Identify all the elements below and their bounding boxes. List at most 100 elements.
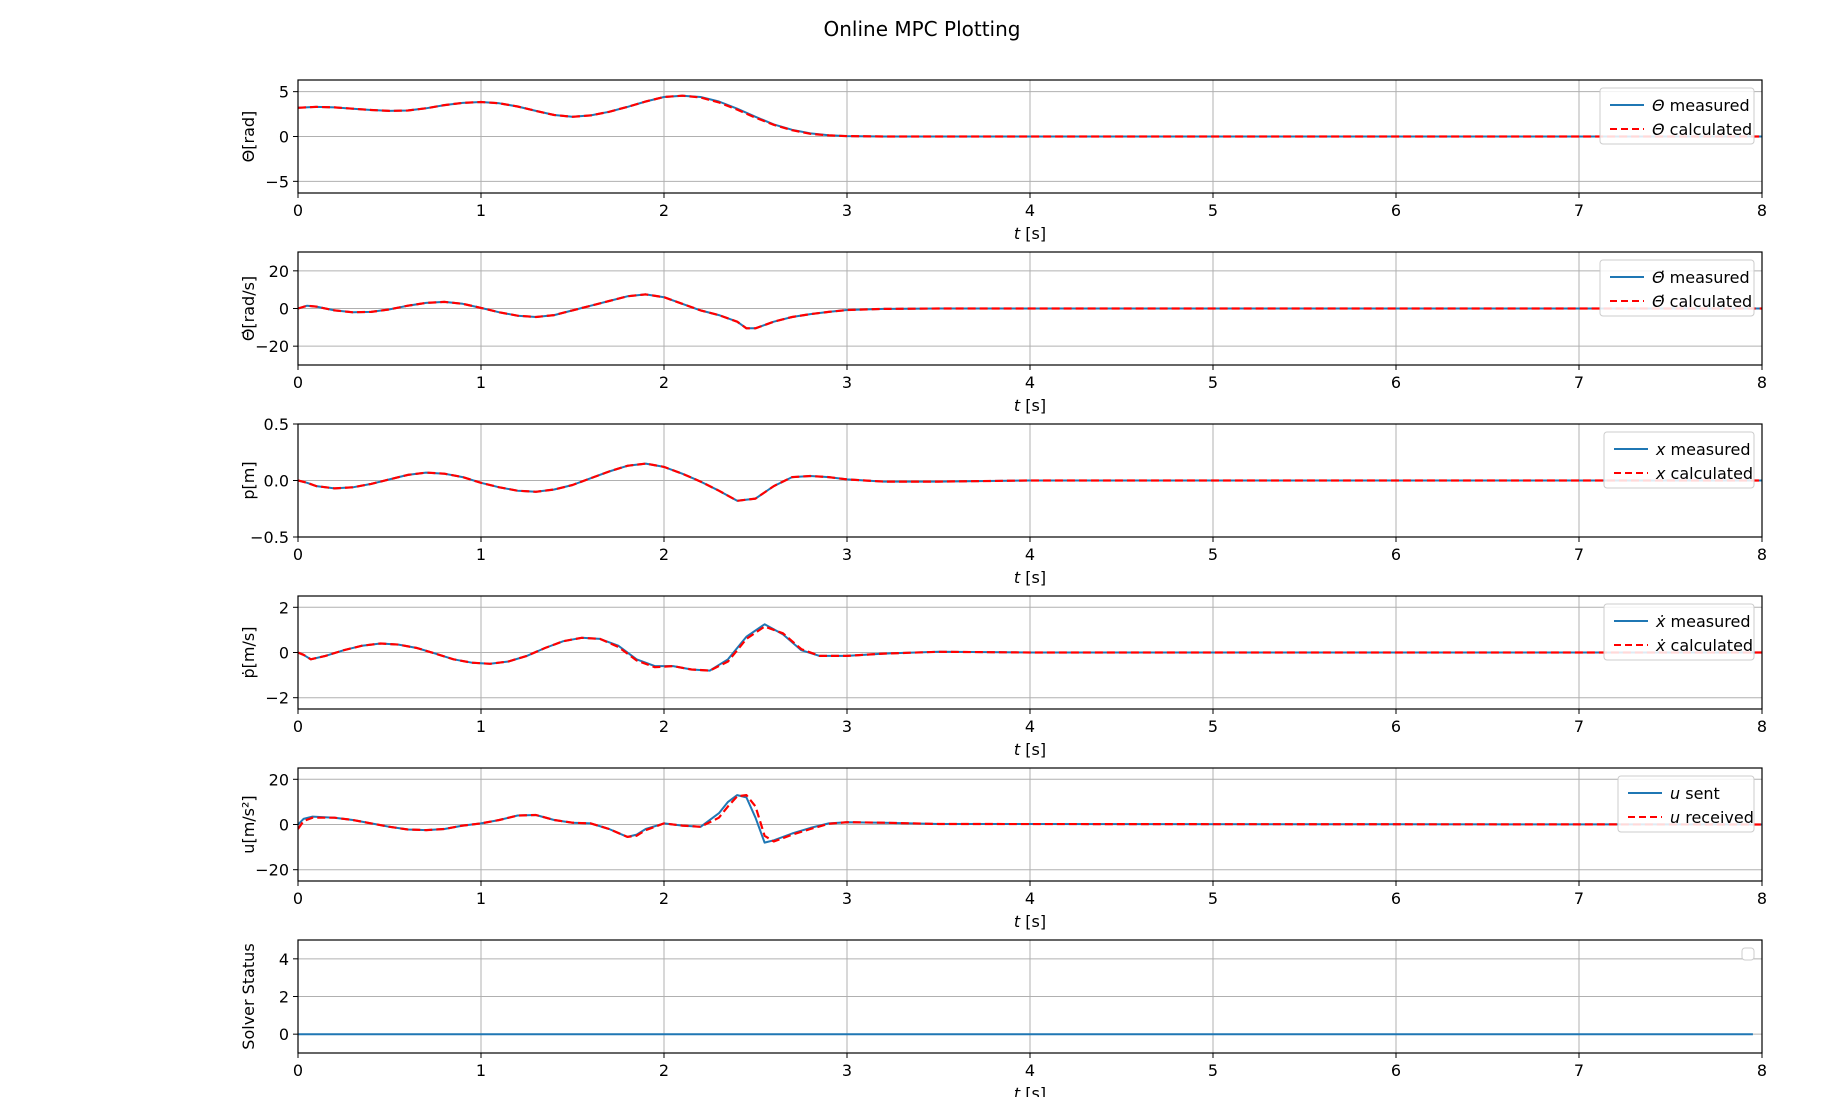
x-tick-label: 2 (659, 373, 669, 392)
x-tick-label: 6 (1391, 201, 1401, 220)
x-tick-label: 4 (1025, 1061, 1035, 1080)
y-axis-label: p[m] (239, 461, 258, 499)
subplot-3: 0 1 2 3 4 5 6 7 8−0.50.00.5t [s]p[m]x measuredx … (239, 415, 1767, 587)
legend-label-1: x measured (1655, 440, 1751, 459)
series-line-2 (298, 625, 1762, 672)
series-line-2 (298, 794, 1762, 843)
legend-label-text: calculated (1665, 292, 1753, 311)
y-tick-label: 0.0 (264, 472, 289, 491)
x-axis-label-var: t (1014, 740, 1021, 759)
x-axis-label: t [s] (1014, 224, 1046, 243)
x-tick-label: 5 (1208, 1061, 1218, 1080)
x-tick-label: 5 (1208, 889, 1218, 908)
legend-label-2: ẋ calculated (1655, 636, 1753, 655)
x-axis-label: t [s] (1014, 1084, 1046, 1097)
x-tick-label: 4 (1025, 201, 1035, 220)
y-tick-label: 0 (279, 128, 289, 147)
y-tick-label: 2 (279, 598, 289, 617)
x-tick-label: 3 (842, 545, 852, 564)
legend-label-text: measured (1665, 440, 1750, 459)
legend-label-1: Θ̇ measured (1652, 268, 1750, 287)
y-tick-label: −2 (265, 689, 289, 708)
legend: Θ measured Θ calculated (1599, 87, 1755, 145)
x-axis-label-unit: [s] (1020, 396, 1046, 415)
x-tick-label: 2 (659, 889, 669, 908)
legend-label-var: Θ̇ (1652, 292, 1665, 311)
x-tick-label: 3 (842, 889, 852, 908)
x-tick-label: 5 (1208, 717, 1218, 736)
legend-label-1: u sent (1670, 784, 1720, 803)
x-axis-label: t [s] (1014, 740, 1046, 759)
y-tick-label: −20 (255, 337, 289, 356)
x-tick-label: 5 (1208, 201, 1218, 220)
x-tick-label: 2 (659, 545, 669, 564)
x-axis-label: t [s] (1014, 912, 1046, 931)
y-axis-label: Θ[rad] (239, 111, 258, 163)
x-tick-label: 3 (842, 717, 852, 736)
legend-label-1: Θ measured (1652, 96, 1750, 115)
x-tick-label: 4 (1025, 889, 1035, 908)
x-axis-label: t [s] (1014, 568, 1046, 587)
y-tick-label: 5 (279, 83, 289, 102)
x-tick-label: 7 (1574, 717, 1584, 736)
x-tick-label: 2 (659, 1061, 669, 1080)
legend-label-var: ẋ (1655, 636, 1666, 655)
y-tick-label: −20 (255, 861, 289, 880)
x-tick-label: 1 (476, 545, 486, 564)
x-tick-label: 0 (293, 201, 303, 220)
legend-label-var: ẋ (1655, 612, 1666, 631)
x-tick-label: 8 (1757, 373, 1767, 392)
legend-label-text: measured (1665, 96, 1750, 115)
legend-label-2: Θ̇ calculated (1652, 292, 1752, 311)
x-tick-label: 1 (476, 889, 486, 908)
x-tick-label: 3 (842, 201, 852, 220)
y-tick-label: 0 (279, 300, 289, 319)
y-tick-label: 2 (279, 988, 289, 1007)
x-axis-label-unit: [s] (1020, 1084, 1046, 1097)
y-axis-label: ṗ[m/s] (239, 627, 258, 679)
legend-label-var: u (1670, 784, 1680, 803)
x-tick-label: 8 (1757, 717, 1767, 736)
x-tick-label: 6 (1391, 717, 1401, 736)
x-axis-label-var: t (1014, 912, 1021, 931)
x-tick-label: 0 (293, 1061, 303, 1080)
legend-label-text: measured (1665, 268, 1750, 287)
x-tick-label: 2 (659, 717, 669, 736)
x-tick-label: 3 (842, 1061, 852, 1080)
x-tick-label: 0 (293, 889, 303, 908)
x-axis-label-var: t (1014, 396, 1021, 415)
x-tick-label: 5 (1208, 545, 1218, 564)
x-tick-label: 4 (1025, 373, 1035, 392)
x-axis-label-unit: [s] (1020, 568, 1046, 587)
legend-label-text: calculated (1665, 464, 1753, 483)
legend-label-1: ẋ measured (1655, 612, 1751, 631)
y-axis-label: Solver Status (239, 943, 258, 1049)
x-axis-label-var: t (1014, 224, 1021, 243)
legend-box-empty (1741, 947, 1755, 961)
legend-label-var: Θ (1652, 96, 1665, 115)
y-tick-label: 4 (279, 950, 289, 969)
x-tick-label: 4 (1025, 717, 1035, 736)
legend-label-2: Θ calculated (1652, 120, 1752, 139)
series-line-2 (298, 462, 1762, 502)
x-tick-label: 8 (1757, 545, 1767, 564)
y-tick-label: 0 (279, 644, 289, 663)
x-tick-label: 8 (1757, 889, 1767, 908)
legend-label-text: received (1680, 808, 1754, 827)
x-tick-label: 3 (842, 373, 852, 392)
legend-label-text: calculated (1665, 636, 1753, 655)
x-tick-label: 7 (1574, 545, 1584, 564)
legend-label-text: sent (1680, 784, 1720, 803)
x-tick-label: 0 (293, 545, 303, 564)
x-tick-label: 1 (476, 201, 486, 220)
legend-label-var: x (1655, 440, 1666, 459)
y-tick-label: −5 (265, 172, 289, 191)
x-tick-label: 4 (1025, 545, 1035, 564)
